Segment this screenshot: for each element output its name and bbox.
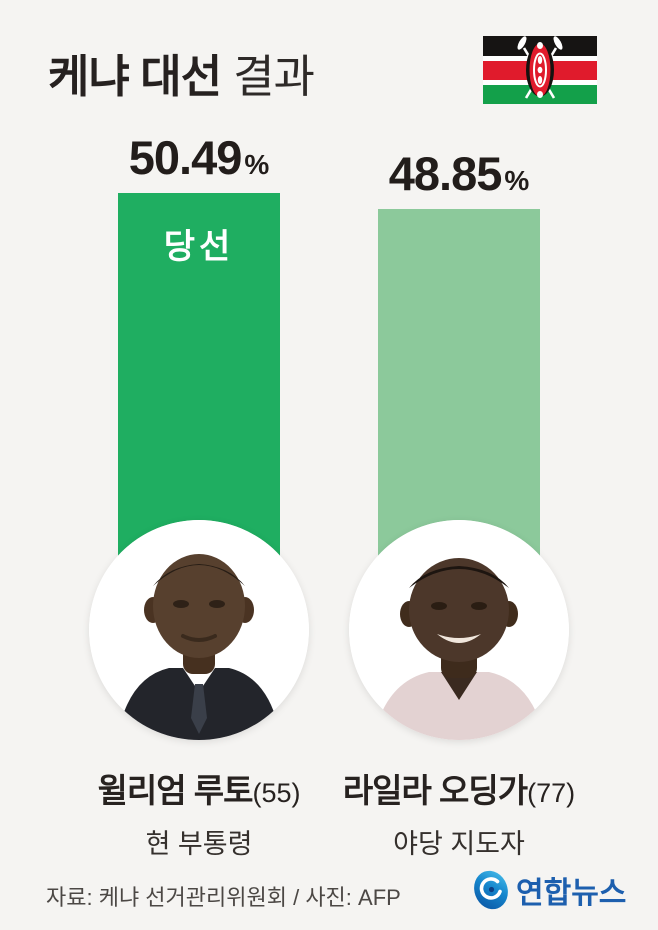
- page-title-strong: 케냐 대선: [48, 51, 222, 102]
- yonhap-logo-icon: [474, 870, 508, 910]
- candidate-name: 라일라 오딩가: [342, 772, 528, 809]
- percent-label-odinga: 48.85 %: [349, 146, 569, 201]
- candidate-info-ruto: 윌리엄 루토(55) 현 부통령: [29, 764, 369, 861]
- source-credit: 자료: 케냐 선거관리위원회 / 사진: AFP: [46, 885, 401, 910]
- percent-value: 50.49: [128, 131, 243, 184]
- page-title: 케냐 대선 결과: [48, 40, 315, 105]
- yonhap-logo-text: 연합뉴스: [516, 877, 627, 910]
- kenya-flag-icon: [483, 36, 597, 104]
- william-ruto-portrait: [89, 520, 309, 740]
- elected-badge: 당선: [163, 228, 235, 266]
- candidate-age: (55): [252, 778, 301, 808]
- candidate-age: (77): [527, 778, 576, 808]
- yonhap-news-logo: 연합뉴스: [471, 868, 626, 912]
- candidate-name-line: 윌리엄 루토(55): [29, 764, 369, 812]
- candidate-info-odinga: 라일라 오딩가(77) 야당 지도자: [289, 764, 629, 861]
- percent-label-ruto: 50.49 %: [89, 130, 309, 185]
- candidate-role: 현 부통령: [145, 829, 253, 859]
- raila-odinga-photo: [349, 520, 569, 740]
- william-ruto-photo: [89, 520, 309, 740]
- candidate-name-line: 라일라 오딩가(77): [289, 764, 629, 812]
- raila-odinga-portrait: [349, 520, 569, 740]
- percent-unit: %: [244, 149, 270, 180]
- percent-unit: %: [504, 165, 530, 196]
- percent-value: 48.85: [388, 147, 503, 200]
- candidate-role: 야당 지도자: [393, 829, 525, 859]
- page-title-light: 결과: [233, 51, 315, 102]
- candidate-name: 윌리엄 루토: [97, 772, 254, 809]
